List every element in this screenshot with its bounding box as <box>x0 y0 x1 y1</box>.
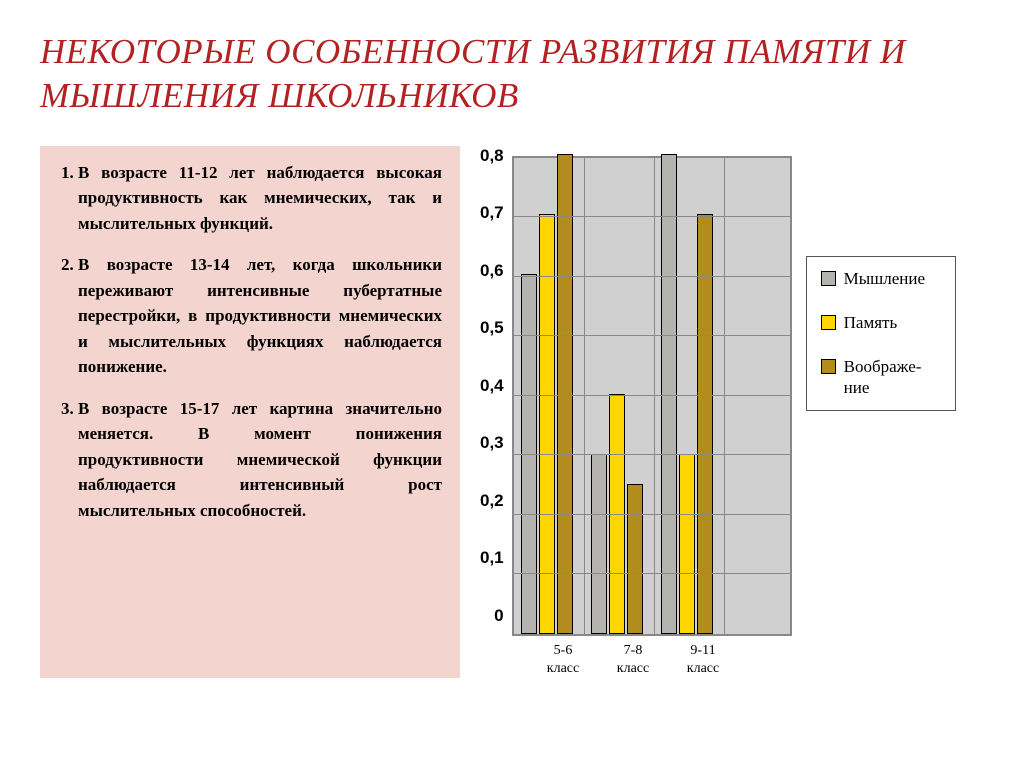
list-item: В возрасте 11-12 лет наблюдается высокая… <box>78 160 442 237</box>
content-row: В возрасте 11-12 лет наблюдается высокая… <box>40 146 984 678</box>
legend-item: Мышление <box>821 269 941 289</box>
x-tick-label: 5-6класс <box>528 642 598 678</box>
bar <box>679 454 695 634</box>
chart-area: 0,8 0,7 0,6 0,5 0,4 0,3 0,2 0,1 0 Мышление Память… <box>480 146 984 678</box>
grid-line <box>514 573 790 574</box>
grid-line <box>514 514 790 515</box>
text-panel: В возрасте 11-12 лет наблюдается высокая… <box>40 146 460 678</box>
y-tick-label: 0,7 <box>480 203 504 223</box>
legend-item: Память <box>821 313 941 333</box>
y-tick-label: 0,3 <box>480 433 504 453</box>
y-tick-label: 0,8 <box>480 146 504 166</box>
grid-line <box>514 276 790 277</box>
bars-layer <box>514 158 790 634</box>
legend: Мышление Память Воображе-ние <box>806 256 956 412</box>
chart-box: 0,80,70,60,50,40,30,20,10 МышлениеПамять… <box>480 156 984 636</box>
list-item: В возрасте 13-14 лет, когда школьники пе… <box>78 252 442 380</box>
legend-swatch <box>821 359 836 374</box>
x-tick-label: 9-11класс <box>668 642 738 678</box>
legend-swatch <box>821 271 836 286</box>
slide-title: НЕКОТОРЫЕ ОСОБЕННОСТИ РАЗВИТИЯ ПАМЯТИ И … <box>40 30 984 118</box>
bar <box>591 454 607 634</box>
bar <box>557 154 573 634</box>
bar <box>661 154 677 634</box>
legend-label: Мышление <box>844 269 925 289</box>
grid-line <box>514 216 790 217</box>
list-item: В возрасте 15-17 лет картина значительно… <box>78 396 442 524</box>
y-tick-label: 0,5 <box>480 318 504 338</box>
y-tick-label: 0,4 <box>480 376 504 396</box>
legend-swatch <box>821 315 836 330</box>
bar <box>697 214 713 634</box>
grid-line <box>514 454 790 455</box>
x-axis-labels: 5-6класс7-8класс9-11класс <box>528 642 808 678</box>
y-axis-labels: 0,80,70,60,50,40,30,20,10 <box>480 156 504 636</box>
grid-line <box>514 335 790 336</box>
y-tick-label: 0 <box>480 606 504 626</box>
plot-area <box>512 156 792 636</box>
x-tick-label: 7-8класс <box>598 642 668 678</box>
plot-wrap: 0,80,70,60,50,40,30,20,10 <box>480 156 792 636</box>
y-tick-label: 0,6 <box>480 261 504 281</box>
bar <box>539 214 555 634</box>
text-list: В возрасте 11-12 лет наблюдается высокая… <box>58 160 442 524</box>
y-tick-label: 0,2 <box>480 491 504 511</box>
legend-label: Воображе-ние <box>844 357 922 398</box>
grid-line <box>514 395 790 396</box>
bar <box>627 484 643 634</box>
legend-item: Воображе-ние <box>821 357 941 398</box>
legend-label: Память <box>844 313 898 333</box>
y-tick-label: 0,1 <box>480 548 504 568</box>
